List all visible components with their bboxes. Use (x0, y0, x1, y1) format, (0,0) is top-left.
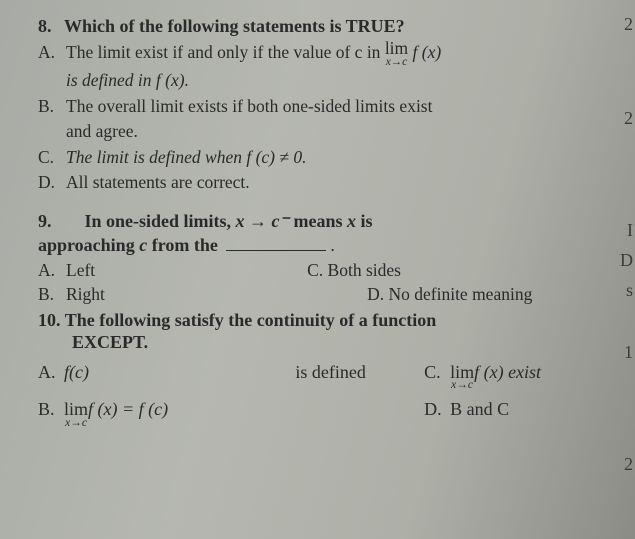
choice-text: Right (66, 284, 105, 304)
q9-row-1: A.Left C. Both sides (38, 258, 623, 283)
q8-choice-b: B. The overall limit exists if both one-… (38, 95, 623, 119)
limit-expr: lim x→c (385, 41, 408, 67)
q8-choice-d: D. All statements are correct. (38, 171, 623, 195)
q8-choice-c: C. The limit is defined when f (c) ≠ 0. (38, 146, 623, 170)
choice-text: The limit is defined when f (c) ≠ 0. (66, 146, 623, 170)
q9-choice-b: B.Right (38, 282, 307, 307)
q8-choice-a-cont: is defined in f (x). (38, 69, 623, 93)
text-fragment: is (361, 211, 373, 231)
edge-char: D (620, 250, 633, 271)
rest-expr: f (x) exist (474, 359, 541, 386)
lim-sub: x→c (450, 380, 474, 390)
choice-letter: A. (38, 41, 66, 67)
choice-letter: A. (38, 258, 66, 283)
q10-a-mid: is defined (295, 359, 424, 386)
choice-text: The limit exist if and only if the value… (66, 41, 623, 67)
worksheet-page: 8.Which of the following statements is T… (38, 16, 623, 428)
rest-expr: f (x) = f (c) (88, 396, 168, 423)
q9-lead-2: approaching c from the . (38, 233, 623, 257)
choice-letter: B. (38, 95, 66, 119)
question-9: 9. In one-sided limits, x → c⁻ means x i… (38, 209, 623, 307)
choice-letter: C. (424, 359, 450, 386)
choice-letter: B. (38, 396, 64, 423)
q9-choice-c: C. Both sides (307, 258, 623, 283)
choice-letter: B. (38, 282, 66, 307)
choice-letter: C. (38, 146, 66, 170)
q8-choice-a: A. The limit exist if and only if the va… (38, 41, 623, 67)
edge-char: s (626, 280, 633, 301)
q8-number: 8. (38, 16, 64, 37)
choice-letter: D. (38, 171, 66, 195)
q10-choices: A. f(c) is defined C. lim x→c f (x) exis… (38, 359, 623, 427)
blank-line (226, 235, 326, 251)
q10-head-text: The following satisfy the continuity of … (65, 310, 437, 330)
q10-choice-a: A. f(c) (38, 359, 295, 386)
edge-char: 2 (624, 454, 633, 475)
expr: x → c⁻ (236, 211, 290, 231)
q10-choice-d: D. B and C (424, 396, 623, 423)
c-var: c (139, 235, 147, 255)
choice-text: B and C (450, 396, 509, 423)
q10-choice-b: B. lim x→c f (x) = f (c) (38, 396, 424, 427)
q10-head: 10. The following satisfy the continuity… (38, 309, 623, 332)
lim-expr: lim x→c (450, 365, 474, 390)
choice-letter: A. (38, 359, 64, 386)
q9-lead: 9. In one-sided limits, x → c⁻ means x i… (38, 209, 623, 233)
text-fragment: In one-sided limits, (85, 211, 236, 231)
q8-choice-b-cont: and agree. (38, 120, 623, 144)
lim-expr: lim x→c (64, 402, 88, 427)
lim-label: lim (385, 41, 408, 57)
q10-except: EXCEPT. (38, 332, 623, 353)
choice-letter: D. (367, 284, 384, 304)
q10-row-1: A. f(c) is defined C. lim x→c f (x) exis… (38, 359, 623, 390)
period: . (330, 235, 335, 255)
text-fragment: is defined in f (x). (66, 70, 189, 90)
x-var: x (347, 211, 356, 231)
choice-letter: C. (307, 260, 323, 280)
q8-prompt-text: Which of the following statements is TRU… (64, 16, 405, 36)
q9-row-2: B.Right D. No definite meaning (38, 282, 623, 307)
q10-choice-c: C. lim x→c f (x) exist (424, 359, 623, 390)
q9-choice-a: A.Left (38, 258, 307, 283)
choice-text: The overall limit exists if both one-sid… (66, 95, 623, 119)
q9-number: 9. (38, 211, 52, 231)
choice-letter: D. (424, 396, 450, 423)
question-8: 8.Which of the following statements is T… (38, 16, 623, 195)
choice-text: No definite meaning (388, 284, 532, 304)
edge-char: 2 (624, 108, 633, 129)
choice-text: Both sides (328, 260, 401, 280)
q8-prompt: 8.Which of the following statements is T… (38, 16, 623, 37)
fx-expr: f (x) (413, 42, 442, 62)
question-10: 10. The following satisfy the continuity… (38, 309, 623, 428)
text-fragment: The limit exist if and only if the value… (66, 42, 385, 62)
edge-char: 2 (624, 14, 633, 35)
edge-char: I (627, 220, 633, 241)
text-fragment: approaching (38, 235, 139, 255)
text-fragment: from the (147, 235, 222, 255)
fc-expr: f(c) (64, 359, 89, 386)
lim-sub: x→c (385, 57, 408, 67)
edge-char: 1 (624, 342, 633, 363)
choice-text: Left (66, 260, 95, 280)
q10-number: 10. (38, 310, 61, 330)
text-fragment: means (294, 211, 348, 231)
choice-text: All statements are correct. (66, 171, 623, 195)
q9-choice-d: D. No definite meaning (307, 282, 623, 307)
q10-row-2: B. lim x→c f (x) = f (c) D. B and C (38, 396, 623, 427)
lim-sub: x→c (64, 418, 88, 428)
